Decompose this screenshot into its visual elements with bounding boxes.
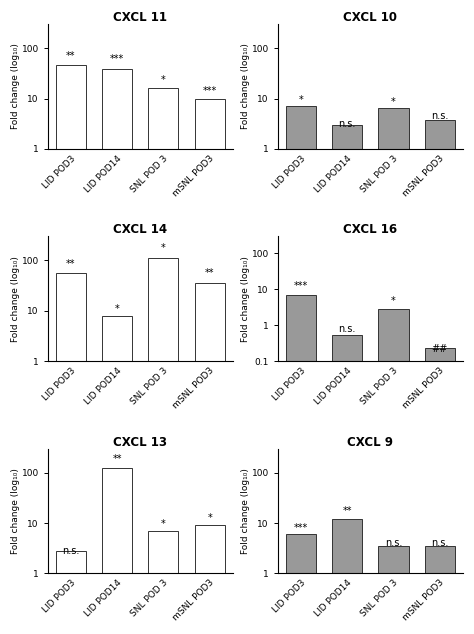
Bar bbox=[195, 283, 225, 361]
Text: *: * bbox=[391, 295, 396, 306]
Text: n.s.: n.s. bbox=[385, 538, 402, 548]
Bar bbox=[195, 98, 225, 149]
Bar bbox=[56, 551, 86, 573]
Bar bbox=[332, 519, 362, 573]
Text: ***: *** bbox=[202, 86, 217, 96]
Text: ***: *** bbox=[110, 55, 124, 65]
Title: CXCL 13: CXCL 13 bbox=[113, 436, 167, 449]
Bar bbox=[102, 316, 132, 361]
Text: n.s.: n.s. bbox=[62, 546, 80, 555]
Text: **: ** bbox=[343, 506, 352, 516]
Bar bbox=[378, 309, 409, 361]
Bar bbox=[148, 88, 179, 149]
Bar bbox=[286, 534, 316, 573]
Bar bbox=[378, 108, 409, 149]
Bar bbox=[102, 469, 132, 573]
Title: CXCL 16: CXCL 16 bbox=[343, 223, 397, 236]
Text: *: * bbox=[161, 243, 166, 254]
Y-axis label: Fold change (log₁₀): Fold change (log₁₀) bbox=[241, 44, 250, 129]
Bar bbox=[56, 273, 86, 361]
Text: *: * bbox=[299, 95, 303, 105]
Bar bbox=[148, 258, 179, 361]
Y-axis label: Fold change (log₁₀): Fold change (log₁₀) bbox=[11, 256, 20, 342]
Bar bbox=[286, 295, 316, 361]
Text: ***: *** bbox=[294, 523, 308, 533]
Bar bbox=[332, 125, 362, 149]
Text: n.s.: n.s. bbox=[431, 538, 448, 548]
Text: ##: ## bbox=[432, 344, 448, 354]
Y-axis label: Fold change (log₁₀): Fold change (log₁₀) bbox=[241, 256, 250, 342]
Bar bbox=[425, 120, 455, 149]
Bar bbox=[102, 68, 132, 149]
Text: *: * bbox=[391, 97, 396, 107]
Bar bbox=[56, 65, 86, 149]
Y-axis label: Fold change (log₁₀): Fold change (log₁₀) bbox=[11, 44, 20, 129]
Y-axis label: Fold change (log₁₀): Fold change (log₁₀) bbox=[241, 468, 250, 554]
Title: CXCL 14: CXCL 14 bbox=[113, 223, 167, 236]
Text: n.s.: n.s. bbox=[431, 112, 448, 122]
Text: n.s.: n.s. bbox=[338, 119, 356, 129]
Text: n.s.: n.s. bbox=[338, 324, 356, 334]
Title: CXCL 11: CXCL 11 bbox=[113, 11, 167, 24]
Text: ***: *** bbox=[294, 281, 308, 292]
Text: **: ** bbox=[66, 259, 76, 269]
Bar bbox=[425, 348, 455, 361]
Y-axis label: Fold change (log₁₀): Fold change (log₁₀) bbox=[11, 468, 20, 554]
Text: **: ** bbox=[112, 454, 122, 464]
Bar bbox=[195, 526, 225, 573]
Bar bbox=[148, 531, 179, 573]
Bar bbox=[378, 546, 409, 573]
Bar bbox=[425, 546, 455, 573]
Title: CXCL 9: CXCL 9 bbox=[347, 436, 393, 449]
Text: **: ** bbox=[66, 51, 76, 61]
Text: **: ** bbox=[205, 268, 214, 278]
Text: *: * bbox=[115, 304, 119, 314]
Text: *: * bbox=[161, 75, 166, 85]
Text: *: * bbox=[207, 513, 212, 523]
Bar bbox=[286, 107, 316, 149]
Bar bbox=[332, 335, 362, 361]
Title: CXCL 10: CXCL 10 bbox=[343, 11, 397, 24]
Text: *: * bbox=[161, 519, 166, 529]
